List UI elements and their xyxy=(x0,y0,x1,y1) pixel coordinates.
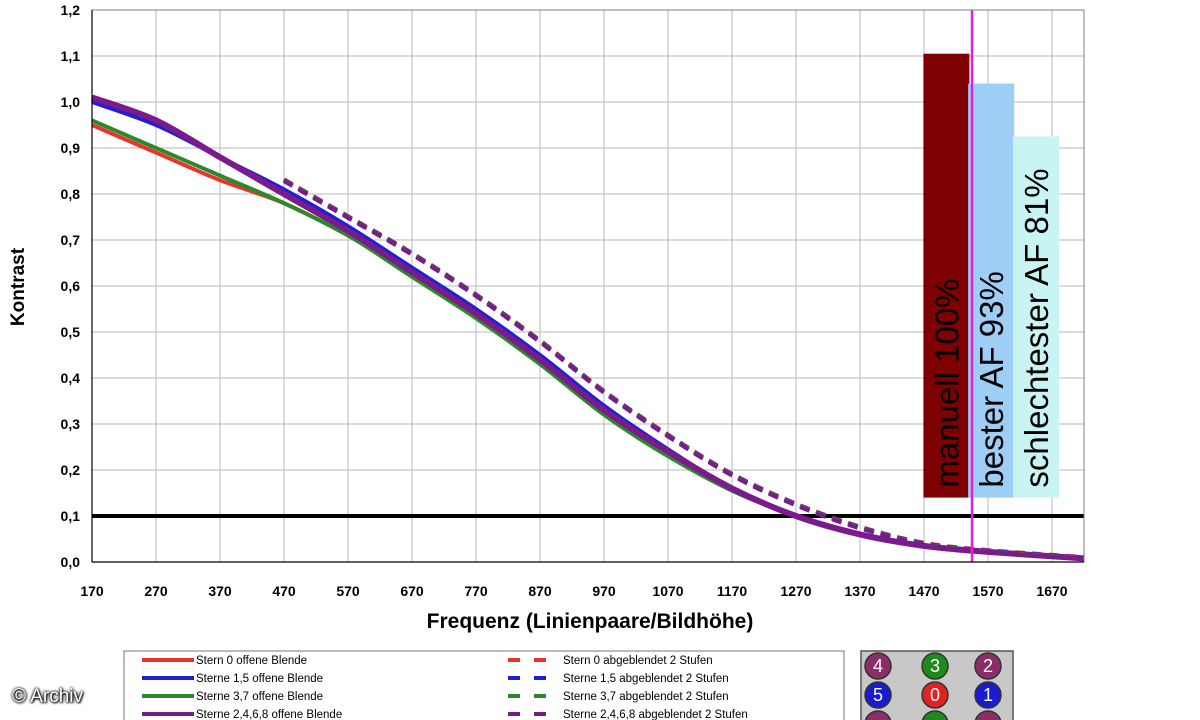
y-tick-label: 1,2 xyxy=(61,2,81,18)
bar-label-2: bester AF 93% xyxy=(973,271,1010,487)
x-tick-label: 1370 xyxy=(844,583,875,599)
bar-2 xyxy=(968,83,1015,498)
x-tick-label: 1470 xyxy=(908,583,939,599)
y-tick-label: 0,1 xyxy=(61,508,81,524)
y-tick-label: 0,7 xyxy=(61,232,81,248)
legend-label-1: Stern 0 offene Blende xyxy=(196,655,307,667)
badge-label-3: 2 xyxy=(983,656,993,676)
bar-label-3: schlechtester AF 81% xyxy=(1018,168,1055,487)
x-tick-label: 870 xyxy=(528,583,552,599)
chart-bars: manuell 100% bester AF 93% schlechtester A… xyxy=(923,53,1059,498)
bar-1 xyxy=(923,53,970,498)
x-tick-labels: 170 270 370 470 570 670 770 870 970 1070 1170 1270 1… xyxy=(80,583,1067,599)
legend-box xyxy=(123,650,845,720)
badge-3 xyxy=(974,652,1002,680)
legend-label-5: Stern 0 abgeblendet 2 Stufen xyxy=(563,655,713,667)
x-tick-label: 1670 xyxy=(1036,583,1067,599)
y-tick-label: 0,3 xyxy=(61,416,81,432)
badge-label-6: 1 xyxy=(983,685,993,705)
plot-frame xyxy=(91,9,1085,563)
y-tick-label: 0,5 xyxy=(61,324,81,340)
x-tick-label: 970 xyxy=(592,583,616,599)
badge-partial-1 xyxy=(864,710,892,720)
y-tick-label: 0,9 xyxy=(61,140,81,156)
series-line-4 xyxy=(90,94,1085,562)
legend-label-8: Sterne 2,4,6,8 abgeblendet 2 Stufen xyxy=(563,709,748,720)
badge-5 xyxy=(921,681,949,709)
legend-label-4: Sterne 2,4,6,8 offene Blende xyxy=(196,709,342,720)
badge-label-4: 5 xyxy=(873,685,883,705)
y-tick-label: 0,0 xyxy=(61,554,81,570)
badge-4 xyxy=(864,681,892,709)
legend-label-2: Sterne 1,5 offene Blende xyxy=(196,673,323,685)
badge-partial-3 xyxy=(974,710,1002,720)
y-tick-label: 1,0 xyxy=(61,94,81,110)
y-tick-label: 0,4 xyxy=(61,370,81,386)
x-tick-label: 1570 xyxy=(972,583,1003,599)
star-badge-panel: 4 3 2 5 0 1 xyxy=(860,650,1014,720)
bar-3 xyxy=(1013,136,1059,498)
x-tick-label: 570 xyxy=(336,583,360,599)
legend-label-7: Sterne 3,7 abgeblendet 2 Stufen xyxy=(563,691,729,703)
x-tick-label: 1170 xyxy=(717,583,748,599)
badge-label-1: 4 xyxy=(873,656,883,676)
y-tick-labels: 0,0 0,1 0,2 0,3 0,4 0,5 0,6 0,7 0,8 0,9 1,0 1,1 1,2 xyxy=(61,2,81,570)
x-tick-label: 470 xyxy=(272,583,296,599)
x-tick-label: 370 xyxy=(208,583,232,599)
badge-2 xyxy=(921,652,949,680)
watermark: © Archiv xyxy=(12,686,84,707)
y-tick-label: 1,1 xyxy=(61,48,81,64)
y-axis-title: Kontrast xyxy=(8,247,29,326)
x-tick-label: 170 xyxy=(80,583,104,599)
bar-label-1: manuell 100% xyxy=(928,278,965,487)
badge-label-2: 3 xyxy=(930,656,940,676)
legend-label-6: Sterne 1,5 abgeblendet 2 Stufen xyxy=(563,673,729,685)
x-tick-label: 1070 xyxy=(652,583,683,599)
y-tick-label: 0,2 xyxy=(61,462,81,478)
series-line-8 xyxy=(283,179,1085,561)
y-tick-label: 0,8 xyxy=(61,186,81,202)
x-tick-label: 1270 xyxy=(780,583,811,599)
x-tick-label: 770 xyxy=(464,583,488,599)
legend: Stern 0 offene Blende Sterne 1,5 offene B… xyxy=(123,650,845,720)
chart-series xyxy=(90,94,1085,562)
badge-6 xyxy=(974,681,1002,709)
legend-label-3: Sterne 3,7 offene Blende xyxy=(196,691,323,703)
x-tick-label: 670 xyxy=(400,583,424,599)
badge-1 xyxy=(864,652,892,680)
x-axis-title: Frequenz (Linienpaare/Bildhöhe) xyxy=(427,610,754,633)
x-tick-label: 270 xyxy=(144,583,168,599)
badge-partial-2 xyxy=(921,710,949,720)
y-tick-label: 0,6 xyxy=(61,278,81,294)
badge-label-5: 0 xyxy=(930,685,940,705)
